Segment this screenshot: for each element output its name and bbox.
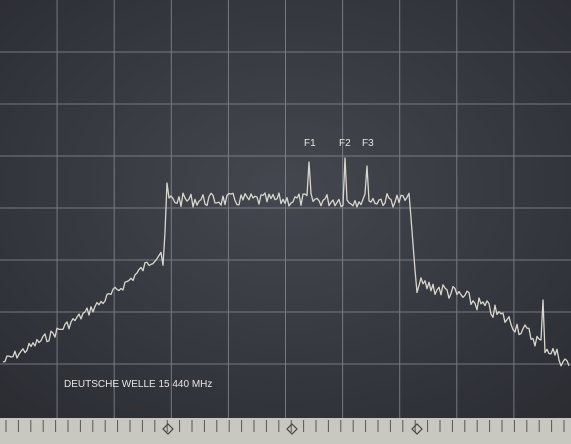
scale-diamonds bbox=[162, 423, 423, 435]
scale-ticks bbox=[5, 420, 565, 432]
spectrum-trace bbox=[2, 157, 570, 367]
marker-label: F3 bbox=[362, 138, 374, 149]
caption: DEUTSCHE WELLE 15 440 MHz bbox=[64, 379, 212, 390]
grid bbox=[0, 0, 571, 418]
marker-label: F2 bbox=[339, 138, 351, 149]
marker-label: F1 bbox=[304, 138, 316, 149]
scale-strip bbox=[0, 418, 571, 444]
